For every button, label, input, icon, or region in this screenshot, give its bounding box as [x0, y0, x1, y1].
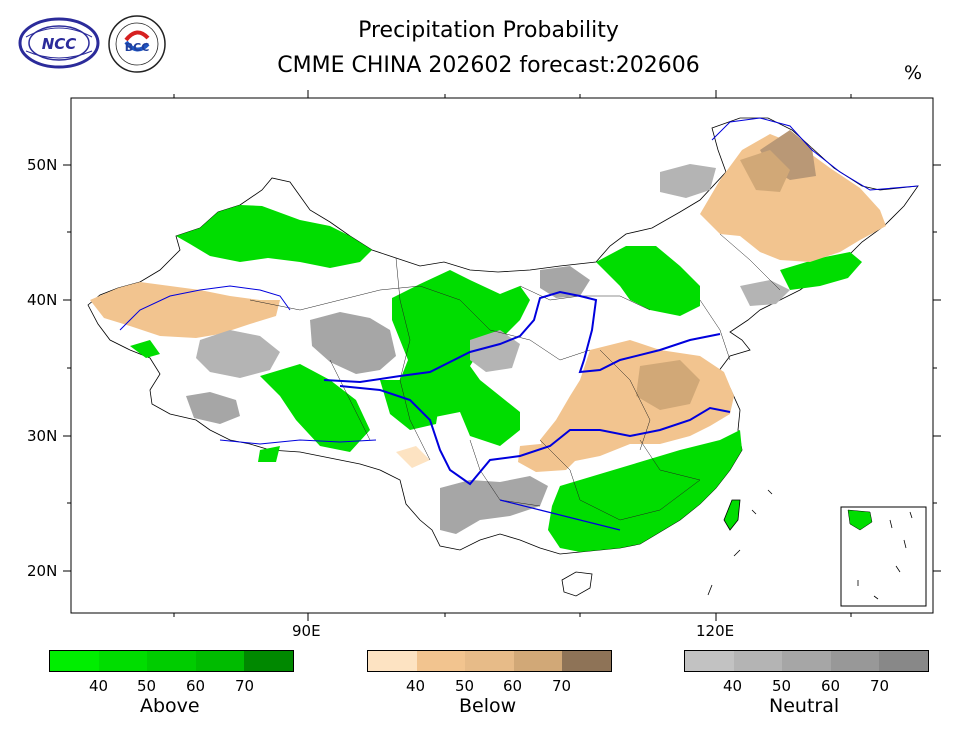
hainan-outline — [561, 571, 593, 597]
legend-swatch — [562, 651, 611, 671]
title-line-1: Precipitation Probability — [358, 18, 619, 43]
legend-swatch — [368, 651, 417, 671]
title-line-2: CMME CHINA 202602 forecast:202606 — [277, 53, 700, 78]
legend-swatch — [244, 651, 293, 671]
legend-neutral-name: Neutral — [769, 695, 840, 717]
legend-tick-label: 60 — [186, 677, 206, 695]
svg-text:NCC: NCC — [42, 35, 77, 53]
rivers — [119, 117, 919, 531]
legend-swatch — [782, 651, 831, 671]
legend-swatch — [147, 651, 196, 671]
legend-tick-label: 70 — [552, 677, 572, 695]
y-tick-label: 40N — [27, 291, 58, 309]
taiwan-outline — [723, 499, 741, 531]
legend-tick-label: 70 — [235, 677, 255, 695]
y-tick-label: 30N — [27, 427, 58, 445]
y-tick-label: 50N — [27, 156, 58, 174]
east-islands — [707, 489, 773, 596]
ncc-logo: NCC — [18, 15, 100, 70]
x-tick-label: 90E — [292, 622, 321, 640]
legend-swatch — [50, 651, 99, 671]
legend-below-name: Below — [459, 695, 517, 717]
south-china-sea-inset — [840, 506, 927, 607]
unit-label: % — [904, 62, 923, 84]
legend-tick-label: 60 — [503, 677, 523, 695]
legend-swatch — [416, 651, 466, 671]
neutral-regions — [186, 164, 790, 534]
inset-land — [847, 509, 873, 531]
legend-tick-label: 40 — [89, 677, 109, 695]
legend-swatch — [513, 651, 563, 671]
legend-swatch — [733, 651, 783, 671]
province-lines — [249, 233, 781, 521]
legend-neutral-bar — [684, 650, 929, 672]
legend-above-bar — [49, 650, 294, 672]
legend-tick-label: 60 — [821, 677, 841, 695]
legend-swatch — [879, 651, 928, 671]
legend-tick-label: 50 — [772, 677, 792, 695]
legend-swatch — [98, 651, 148, 671]
legend-tick-label: 40 — [406, 677, 426, 695]
legend-tick-label: 50 — [137, 677, 157, 695]
bcc-logo: BCC — [106, 14, 168, 74]
legend-above-name: Above — [140, 695, 200, 717]
legend-swatch — [830, 651, 880, 671]
legend-tick-label: 70 — [870, 677, 890, 695]
x-tick-label: 120E — [696, 622, 735, 640]
above-regions — [130, 205, 862, 552]
legend-swatch — [465, 651, 514, 671]
legend-tick-label: 40 — [723, 677, 743, 695]
inset-islands — [857, 511, 913, 600]
axis-ticks — [63, 90, 941, 621]
legend-tick-label: 50 — [455, 677, 475, 695]
legend-below-bar — [367, 650, 612, 672]
svg-text:BCC: BCC — [125, 41, 150, 54]
legend-swatch — [195, 651, 245, 671]
legend-swatch — [685, 651, 734, 671]
y-tick-label: 20N — [27, 562, 58, 580]
